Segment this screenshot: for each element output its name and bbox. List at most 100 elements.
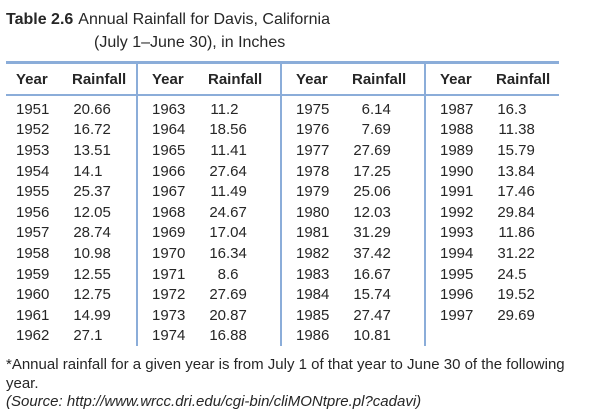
year-cell: 1960: [16, 286, 50, 304]
year-cell: 1997: [440, 306, 474, 324]
year-cell: 1966: [152, 162, 186, 180]
year-cell: 1975: [296, 100, 330, 118]
year-cell: 1986: [296, 327, 330, 345]
table-row: 1997 29.69: [440, 305, 559, 326]
rainfall-cell: 29.84: [497, 203, 535, 221]
table-row: 1975 6.14: [296, 99, 424, 120]
rainfall-cell: 31.29: [353, 224, 391, 242]
rainfall-cell: 31.22: [497, 244, 535, 262]
rainfall-cell: 16.88: [209, 327, 247, 345]
table-number: Table 2.6: [6, 11, 74, 28]
year-cell: 1965: [152, 141, 186, 159]
rainfall-cell: 17.46: [497, 183, 535, 201]
rainfall-cell: 13.51: [73, 141, 111, 159]
table-caption: Table 2.6 Annual Rainfall for Davis, Cali…: [6, 8, 602, 54]
table-row: 1992 29.84: [440, 202, 559, 223]
table-row: 1962 27.1: [16, 326, 136, 347]
table-group: Year Rainfall 1987 16.3 1988 11.38 1989 15.79…: [424, 64, 559, 347]
rainfall-cell: 12.75: [73, 286, 111, 304]
table-row: 1987 16.3: [440, 99, 559, 120]
rainfall-cell: 25.06: [353, 183, 391, 201]
table-row: 1968 24.67: [152, 202, 280, 223]
year-cell: 1974: [152, 327, 186, 345]
year-cell: 1956: [16, 203, 50, 221]
table-row: 1981 31.29: [296, 223, 424, 244]
year-cell: 1979: [296, 183, 330, 201]
year-cell: 1983: [296, 265, 330, 283]
table-row: 1959 12.55: [16, 264, 136, 285]
rainfall-cell: 13.84: [497, 162, 535, 180]
table-row: 1954 14.1: [16, 161, 136, 182]
table-row: 1955 25.37: [16, 181, 136, 202]
group-header: Year Rainfall: [282, 64, 424, 96]
table-row: 1952 16.72: [16, 120, 136, 141]
year-cell: 1971: [152, 265, 186, 283]
year-cell: 1988: [440, 121, 474, 139]
year-cell: 1968: [152, 203, 186, 221]
table-groups: Year Rainfall 1951 20.66 1952 16.72 1953 13.5…: [6, 64, 559, 347]
table-row: 1958 10.98: [16, 243, 136, 264]
year-cell: 1980: [296, 203, 330, 221]
year-cell: 1989: [440, 141, 474, 159]
group-header: Year Rainfall: [6, 64, 136, 96]
rainfall-cell: 11.2: [210, 100, 239, 118]
year-cell: 1991: [440, 183, 474, 201]
year-header: Year: [440, 70, 472, 88]
rainfall-cell: 14.99: [73, 306, 111, 324]
year-cell: 1964: [152, 121, 186, 139]
year-header: Year: [296, 70, 328, 88]
table-row: 1979 25.06: [296, 181, 424, 202]
table-row: 1961 14.99: [16, 305, 136, 326]
rainfall-cell: 10.98: [73, 244, 111, 262]
rainfall-cell: 15.79: [497, 141, 535, 159]
table-row: 1994 31.22: [440, 243, 559, 264]
year-cell: 1981: [296, 224, 330, 242]
table-row: 1965 11.41: [152, 140, 280, 161]
group-body: 1951 20.66 1952 16.72 1953 13.51 1954 14.1 1955 2…: [16, 96, 136, 346]
year-cell: 1973: [152, 306, 186, 324]
table-row: 1995 24.5: [440, 264, 559, 285]
year-cell: 1952: [16, 121, 50, 139]
table-row: 1951 20.66: [16, 99, 136, 120]
year-cell: 1984: [296, 286, 330, 304]
year-cell: 1990: [440, 162, 474, 180]
year-cell: 1963: [152, 100, 186, 118]
rainfall-header: Rainfall: [72, 70, 127, 88]
year-header: Year: [152, 70, 184, 88]
year-cell: 1994: [440, 244, 474, 262]
year-cell: 1955: [16, 183, 50, 201]
year-cell: 1987: [440, 100, 474, 118]
year-cell: 1957: [16, 224, 50, 242]
year-cell: 1969: [152, 224, 186, 242]
rainfall-cell: 16.67: [353, 265, 391, 283]
rainfall-cell: 12.55: [73, 265, 111, 283]
table-group: Year Rainfall 1975 6.14 1976 7.69 1977 27.69 1…: [280, 64, 424, 347]
table-row: 1977 27.69: [296, 140, 424, 161]
table-row: 1973 20.87: [152, 305, 280, 326]
rainfall-cell: 15.74: [353, 286, 391, 304]
year-cell: 1951: [16, 100, 50, 118]
table-row: 1986 10.81: [296, 326, 424, 347]
table-row: 1971 8.6: [152, 264, 280, 285]
year-cell: 1993: [440, 224, 474, 242]
year-cell: 1967: [152, 183, 186, 201]
rainfall-cell: 14.1: [73, 162, 103, 180]
caption-title: Annual Rainfall for Davis, California: [78, 11, 330, 28]
year-cell: 1978: [296, 162, 330, 180]
table-row: 1960 12.75: [16, 284, 136, 305]
year-cell: 1970: [152, 244, 186, 262]
year-cell: 1995: [440, 265, 474, 283]
table-row: 1984 15.74: [296, 284, 424, 305]
rainfall-header: Rainfall: [352, 70, 407, 88]
table-row: 1978 17.25: [296, 161, 424, 182]
year-cell: 1961: [16, 306, 50, 324]
table-row: 1957 28.74: [16, 223, 136, 244]
table-row: 1953 13.51: [16, 140, 136, 161]
group-body: 1963 11.2 1964 18.56 1965 11.41 1966 27.64 1967 1…: [152, 96, 280, 346]
table-row: 1996 19.52: [440, 284, 559, 305]
table-row: 1972 27.69: [152, 284, 280, 305]
rainfall-cell: 20.66: [73, 100, 111, 118]
table-row: 1966 27.64: [152, 161, 280, 182]
rainfall-cell: 11.41: [210, 141, 247, 159]
